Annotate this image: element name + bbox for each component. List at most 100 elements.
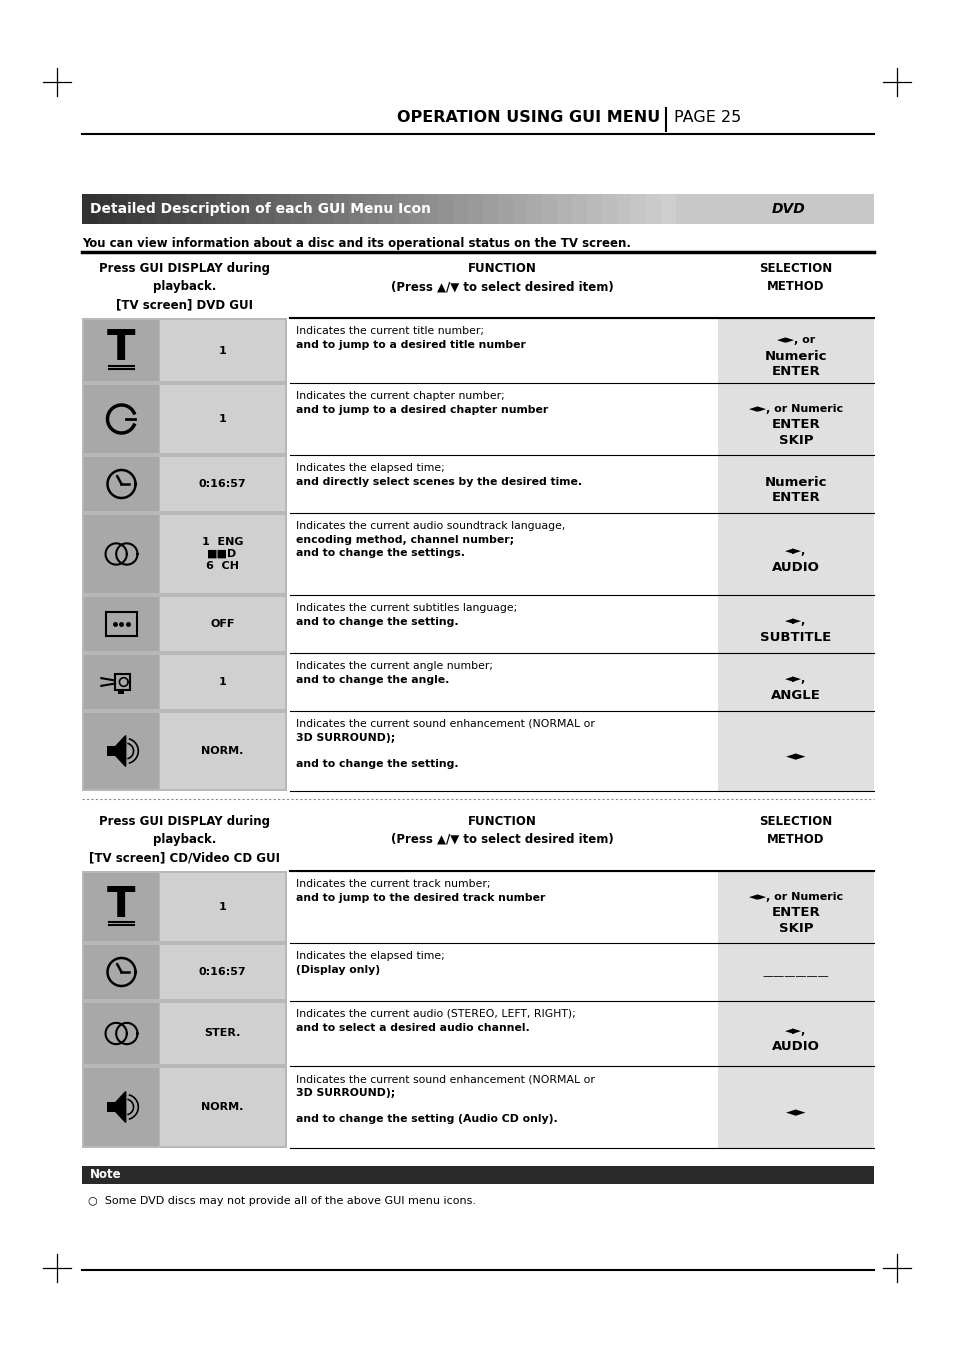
Bar — [84, 385, 159, 453]
Text: DVD: DVD — [771, 203, 805, 216]
Bar — [718, 653, 873, 711]
Bar — [160, 873, 285, 942]
Text: Indicates the elapsed time;: Indicates the elapsed time; — [295, 951, 444, 961]
Text: Indicates the current audio soundtrack language,: Indicates the current audio soundtrack l… — [295, 521, 565, 531]
Text: ◄►,: ◄►, — [784, 616, 806, 626]
Text: ANGLE: ANGLE — [770, 689, 821, 703]
Bar — [82, 513, 287, 594]
Text: Indicates the elapsed time;: Indicates the elapsed time; — [295, 463, 444, 473]
Bar — [84, 515, 159, 593]
Bar — [141, 195, 157, 224]
Bar — [160, 457, 285, 511]
Text: FUNCTION
(Press ▲/▼ to select desired item): FUNCTION (Press ▲/▼ to select desired it… — [391, 815, 613, 846]
Bar — [108, 746, 115, 757]
Bar — [290, 195, 305, 224]
Bar — [160, 1069, 285, 1146]
Bar — [557, 195, 573, 224]
Bar — [319, 195, 335, 224]
Text: 1: 1 — [218, 902, 226, 912]
Text: STER.: STER. — [204, 1028, 240, 1039]
Bar — [215, 195, 232, 224]
Text: Indicates the current audio (STEREO, LEFT, RIGHT);: Indicates the current audio (STEREO, LEF… — [295, 1009, 576, 1019]
Text: 1: 1 — [218, 677, 226, 688]
Bar — [601, 195, 617, 224]
Bar — [118, 690, 124, 694]
Bar — [160, 1002, 285, 1065]
Text: Indicates the current angle number;: Indicates the current angle number; — [295, 661, 493, 671]
Bar — [378, 195, 395, 224]
Bar — [290, 317, 714, 382]
Text: ◄►, or Numeric: ◄►, or Numeric — [748, 404, 842, 413]
Text: and to change the setting (Audio CD only).: and to change the setting (Audio CD only… — [295, 1115, 558, 1124]
Bar — [676, 195, 873, 224]
Text: FUNCTION
(Press ▲/▼ to select desired item): FUNCTION (Press ▲/▼ to select desired it… — [391, 262, 613, 293]
Text: SUBTITLE: SUBTITLE — [760, 631, 831, 644]
Text: and directly select scenes by the desired time.: and directly select scenes by the desire… — [295, 477, 581, 486]
Bar — [290, 653, 714, 711]
Bar — [82, 1066, 287, 1148]
Bar — [364, 195, 379, 224]
Bar — [572, 195, 587, 224]
Bar — [108, 1102, 115, 1112]
Text: T: T — [107, 884, 135, 925]
Bar — [718, 943, 873, 1001]
Bar — [631, 195, 647, 224]
Bar — [718, 455, 873, 513]
Bar — [84, 655, 159, 709]
Bar — [160, 713, 285, 789]
Bar — [82, 653, 287, 711]
Text: 0:16:57: 0:16:57 — [198, 967, 246, 977]
Bar — [160, 320, 285, 381]
Bar — [156, 195, 172, 224]
Text: Press GUI DISPLAY during
playback.
[TV screen] CD/Video CD GUI: Press GUI DISPLAY during playback. [TV s… — [89, 815, 280, 865]
Text: ◄►: ◄► — [785, 1106, 805, 1120]
Text: SKIP: SKIP — [778, 921, 812, 935]
Text: ENTER: ENTER — [771, 490, 820, 504]
Text: ◄►: ◄► — [785, 751, 805, 763]
Bar — [84, 873, 159, 942]
Bar — [290, 943, 714, 1001]
Text: ◄►,: ◄►, — [784, 1025, 806, 1035]
Text: ENTER: ENTER — [771, 365, 820, 378]
Bar — [542, 195, 558, 224]
Bar — [106, 612, 137, 636]
Bar — [290, 1066, 714, 1148]
Text: Indicates the current title number;: Indicates the current title number; — [295, 326, 483, 336]
Text: ENTER: ENTER — [771, 907, 820, 920]
Bar — [718, 382, 873, 455]
Text: NORM.: NORM. — [201, 1102, 243, 1112]
Text: Indicates the current sound enhancement (NORMAL or: Indicates the current sound enhancement … — [295, 1074, 595, 1084]
Bar — [160, 944, 285, 998]
Text: SELECTION
METHOD: SELECTION METHOD — [759, 815, 832, 846]
Bar — [231, 195, 246, 224]
Bar — [394, 195, 409, 224]
Bar — [82, 1166, 873, 1183]
Polygon shape — [115, 735, 126, 766]
Text: SKIP: SKIP — [778, 434, 812, 446]
Bar — [82, 317, 287, 382]
Bar — [160, 597, 285, 651]
Bar — [718, 711, 873, 790]
Text: ◄►,: ◄►, — [784, 546, 806, 557]
Text: and to jump to a desired chapter number: and to jump to a desired chapter number — [295, 405, 548, 415]
Bar — [160, 515, 285, 593]
Text: T: T — [107, 327, 135, 370]
Bar — [200, 195, 216, 224]
Text: 0:16:57: 0:16:57 — [198, 480, 246, 489]
Bar — [718, 513, 873, 594]
Bar — [290, 513, 714, 594]
Bar — [186, 195, 202, 224]
Bar — [82, 943, 287, 1001]
Bar — [527, 195, 543, 224]
Text: Note: Note — [90, 1169, 121, 1182]
Bar — [82, 711, 287, 790]
Bar — [84, 944, 159, 998]
Text: and to select a desired audio channel.: and to select a desired audio channel. — [295, 1023, 529, 1034]
Bar — [497, 195, 513, 224]
Text: 3D SURROUND);: 3D SURROUND); — [295, 1088, 395, 1098]
Polygon shape — [115, 1092, 126, 1123]
Text: 1: 1 — [218, 413, 226, 424]
Text: and to change the angle.: and to change the angle. — [295, 676, 449, 685]
Bar — [290, 871, 714, 943]
Bar — [718, 871, 873, 943]
